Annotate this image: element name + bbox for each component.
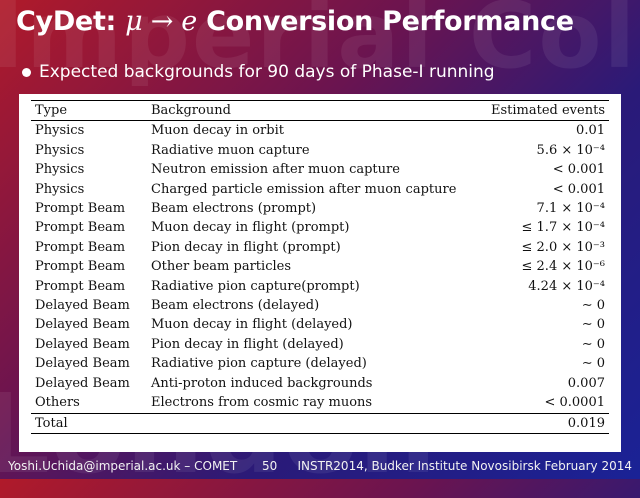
total-label: Total [35, 415, 68, 431]
title-suffix: Conversion Performance [196, 6, 574, 37]
cell-type: Physics [35, 142, 85, 158]
footer-author: Yoshi.Uchida@imperial.ac.uk – COMET [8, 459, 238, 473]
cell-type: Delayed Beam [35, 336, 130, 352]
total-empty-cell [147, 413, 480, 433]
cell-type: Prompt Beam [35, 220, 126, 236]
header-background: Background [151, 103, 231, 118]
table-panel: Type Background Estimated events Physics… [19, 94, 621, 452]
table-row: Physics Muon decay in orbit 0.01 [31, 121, 609, 141]
cell-type: Others [35, 395, 80, 411]
cell-type: Delayed Beam [35, 317, 130, 333]
cell-type: Prompt Beam [35, 239, 126, 255]
cell-events: ∼ 0 [581, 356, 605, 372]
title-arrow-symbol: → [142, 6, 182, 37]
table-row: Prompt Beam Radiative pion capture(prompt… [31, 277, 609, 296]
slide-title: CyDet: μ → e Conversion Performance [16, 6, 574, 37]
cell-events: 7.1 × 10⁻⁴ [536, 201, 605, 217]
total-value: 0.019 [567, 415, 605, 431]
cell-background: Pion decay in flight (prompt) [151, 239, 341, 255]
table-row: Delayed Beam Radiative pion capture (dela… [31, 354, 609, 373]
cell-background: Radiative pion capture(prompt) [151, 278, 360, 294]
cell-events: ∼ 0 [581, 336, 605, 352]
background-table: Type Background Estimated events Physics… [31, 100, 609, 434]
cell-background: Pion decay in flight (delayed) [151, 336, 344, 352]
table-row: Physics Charged particle emission after m… [31, 180, 609, 199]
footer-page-number: 50 [262, 459, 278, 473]
cell-events: 5.6 × 10⁻⁴ [536, 142, 605, 158]
cell-events: < 0.001 [552, 162, 605, 178]
title-prefix: CyDet: [16, 6, 126, 37]
cell-type: Delayed Beam [35, 356, 130, 372]
cell-background: Other beam particles [151, 259, 291, 275]
cell-events: 4.24 × 10⁻⁴ [528, 278, 605, 294]
table-row: Delayed Beam Pion decay in flight (delaye… [31, 335, 609, 354]
cell-type: Physics [35, 162, 85, 178]
table-row: Physics Neutron emission after muon captu… [31, 160, 609, 179]
footer-event: INSTR2014, Budker Institute Novosibirsk … [297, 459, 633, 473]
cell-background: Radiative pion capture (delayed) [151, 356, 367, 372]
cell-events: < 0.0001 [544, 395, 605, 411]
cell-events: < 0.001 [552, 181, 605, 197]
table-header-row: Type Background Estimated events [31, 100, 609, 121]
cell-events: ≤ 2.0 × 10⁻³ [521, 239, 605, 255]
cell-events: 0.01 [576, 123, 605, 139]
table-row: Delayed Beam Anti-proton induced backgrou… [31, 374, 609, 393]
cell-background: Neutron emission after muon capture [151, 162, 400, 178]
cell-background: Beam electrons (delayed) [151, 298, 320, 314]
cell-background: Muon decay in flight (delayed) [151, 317, 353, 333]
cell-events: ∼ 0 [581, 317, 605, 333]
cell-background: Radiative muon capture [151, 142, 310, 158]
table-row: Delayed Beam Beam electrons (delayed) ∼ 0 [31, 296, 609, 315]
cell-background: Electrons from cosmic ray muons [151, 395, 373, 411]
title-e-symbol: e [181, 6, 197, 37]
cell-background: Beam electrons (prompt) [151, 201, 317, 217]
bullet-point: Expected backgrounds for 90 days of Phas… [22, 62, 495, 82]
cell-background: Muon decay in flight (prompt) [151, 220, 350, 236]
cell-type: Delayed Beam [35, 298, 130, 314]
cell-background: Muon decay in orbit [151, 123, 284, 139]
cell-type: Prompt Beam [35, 259, 126, 275]
bullet-text: Expected backgrounds for 90 days of Phas… [39, 62, 495, 82]
table-row: Physics Radiative muon capture 5.6 × 10⁻⁴ [31, 141, 609, 160]
cell-events: ≤ 2.4 × 10⁻⁶ [521, 259, 605, 275]
cell-type: Prompt Beam [35, 201, 126, 217]
table-row: Prompt Beam Other beam particles ≤ 2.4 × 1… [31, 257, 609, 276]
cell-events: 0.007 [567, 375, 605, 391]
cell-type: Delayed Beam [35, 375, 130, 391]
header-type: Type [35, 103, 68, 118]
cell-type: Prompt Beam [35, 278, 126, 294]
cell-background: Anti-proton induced backgrounds [151, 375, 373, 391]
title-mu-symbol: μ [125, 6, 143, 37]
table-total-row: Total 0.019 [31, 413, 609, 434]
cell-background: Charged particle emission after muon cap… [151, 181, 457, 197]
table-row: Prompt Beam Beam electrons (prompt) 7.1 × … [31, 199, 609, 218]
cell-type: Physics [35, 123, 85, 139]
cell-events: ≤ 1.7 × 10⁻⁴ [521, 220, 605, 236]
header-estimated-events: Estimated events [491, 103, 605, 118]
table-row: Delayed Beam Muon decay in flight (delaye… [31, 315, 609, 334]
table-row: Prompt Beam Muon decay in flight (prompt)… [31, 218, 609, 237]
table-row: Prompt Beam Pion decay in flight (prompt)… [31, 238, 609, 257]
cell-type: Physics [35, 181, 85, 197]
cell-events: ∼ 0 [581, 298, 605, 314]
table-row: Others Electrons from cosmic ray muons < 0… [31, 393, 609, 413]
bullet-dot-icon [22, 67, 31, 77]
slide-footer: Yoshi.Uchida@imperial.ac.uk – COMET 50 I… [0, 456, 640, 479]
